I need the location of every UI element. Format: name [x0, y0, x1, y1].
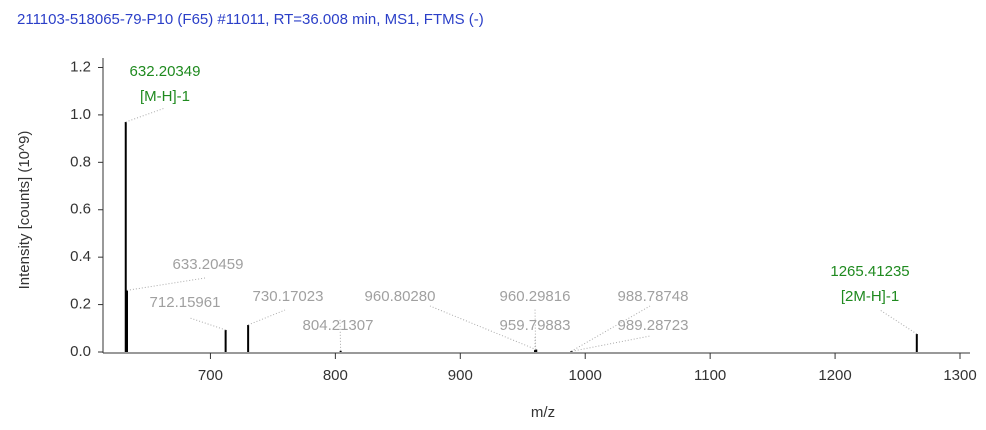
peak-label: 959.79883 — [500, 317, 571, 334]
leader-line — [571, 335, 651, 352]
peak-label: 988.78748 — [618, 288, 689, 305]
x-tick-label: 1200 — [818, 367, 851, 384]
peak-label: 1265.41235 — [830, 263, 909, 280]
peak-label: 632.20349 — [130, 63, 201, 80]
x-tick-label: 1300 — [943, 367, 976, 384]
peak-label: 989.28723 — [618, 317, 689, 334]
leader-line — [125, 107, 166, 123]
peak-label: 712.15961 — [150, 294, 221, 311]
y-tick-label: 1.2 — [70, 58, 91, 75]
peak-label: 730.17023 — [253, 288, 324, 305]
x-tick-label: 900 — [448, 367, 473, 384]
y-tick-label: 0.2 — [70, 296, 91, 313]
chart-title: 211103-518065-79-P10 (F65) #11011, RT=36… — [17, 11, 484, 28]
leader-line — [126, 277, 206, 291]
y-tick-label: 1.0 — [70, 106, 91, 123]
leader-line — [429, 305, 537, 351]
peak-label: 804.21307 — [303, 317, 374, 334]
y-tick-label: 0.6 — [70, 201, 91, 218]
x-tick-label: 700 — [198, 367, 223, 384]
x-tick-label: 1000 — [569, 367, 602, 384]
leader-line — [534, 307, 537, 350]
leader-line — [570, 305, 651, 352]
peak-label: 960.80280 — [365, 288, 436, 305]
x-tick-label: 800 — [323, 367, 348, 384]
leader-line — [339, 317, 342, 351]
leader-line — [189, 317, 226, 331]
peak-label: 960.29816 — [500, 288, 571, 305]
peak-annotation: [2M-H]-1 — [841, 288, 899, 305]
peak-label: 633.20459 — [173, 256, 244, 273]
peak-annotation: [M-H]-1 — [140, 88, 190, 105]
x-tick-label: 1100 — [694, 367, 726, 384]
x-axis-label: m/z — [531, 404, 555, 421]
y-tick-label: 0.8 — [70, 153, 91, 170]
leader-line — [879, 309, 918, 335]
leader-line — [247, 309, 286, 326]
y-tick-label: 0.0 — [70, 343, 91, 360]
y-axis-label: Intensity [counts] (10^9) — [16, 131, 33, 290]
y-tick-label: 0.4 — [70, 248, 91, 265]
